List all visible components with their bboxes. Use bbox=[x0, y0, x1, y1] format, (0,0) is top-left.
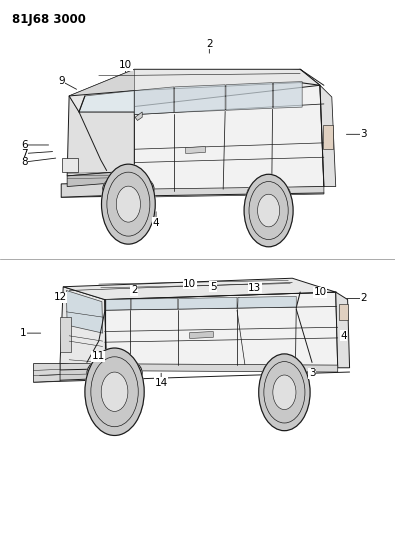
Bar bbox=[62, 158, 78, 172]
Polygon shape bbox=[238, 296, 296, 308]
Polygon shape bbox=[320, 85, 336, 187]
Text: 9: 9 bbox=[58, 76, 64, 86]
Text: 12: 12 bbox=[53, 293, 67, 302]
Polygon shape bbox=[79, 91, 134, 112]
Polygon shape bbox=[69, 69, 134, 112]
Polygon shape bbox=[106, 299, 130, 310]
Bar bbox=[323, 125, 333, 149]
Polygon shape bbox=[66, 290, 103, 333]
Text: 2: 2 bbox=[206, 39, 213, 49]
Text: 81J68 3000: 81J68 3000 bbox=[12, 13, 86, 26]
Polygon shape bbox=[34, 364, 60, 382]
Ellipse shape bbox=[103, 173, 154, 205]
Ellipse shape bbox=[87, 356, 142, 390]
Ellipse shape bbox=[244, 174, 293, 247]
Ellipse shape bbox=[85, 348, 144, 435]
Polygon shape bbox=[134, 69, 324, 192]
Ellipse shape bbox=[259, 354, 310, 431]
Polygon shape bbox=[226, 83, 273, 110]
Polygon shape bbox=[134, 87, 174, 115]
Ellipse shape bbox=[263, 359, 306, 390]
Polygon shape bbox=[67, 91, 134, 176]
Ellipse shape bbox=[101, 372, 128, 411]
Polygon shape bbox=[336, 292, 350, 368]
Text: 11: 11 bbox=[91, 351, 105, 361]
Polygon shape bbox=[131, 298, 178, 310]
Bar bbox=[60, 317, 71, 352]
Polygon shape bbox=[273, 82, 302, 108]
Polygon shape bbox=[60, 287, 107, 368]
Polygon shape bbox=[69, 91, 134, 112]
Polygon shape bbox=[135, 112, 142, 120]
Text: 13: 13 bbox=[248, 283, 261, 293]
Polygon shape bbox=[67, 171, 134, 187]
Polygon shape bbox=[60, 364, 338, 372]
Ellipse shape bbox=[102, 164, 155, 244]
Text: 3: 3 bbox=[360, 130, 367, 139]
Ellipse shape bbox=[273, 375, 296, 409]
Polygon shape bbox=[63, 278, 336, 300]
Text: 14: 14 bbox=[154, 378, 168, 387]
Ellipse shape bbox=[116, 186, 141, 222]
Text: 10: 10 bbox=[183, 279, 196, 288]
Ellipse shape bbox=[258, 194, 280, 227]
Ellipse shape bbox=[247, 180, 290, 209]
Text: 2: 2 bbox=[360, 294, 367, 303]
Text: 10: 10 bbox=[313, 287, 327, 297]
Text: 1: 1 bbox=[20, 328, 26, 338]
Text: 10: 10 bbox=[119, 60, 132, 70]
Text: 4: 4 bbox=[153, 218, 159, 228]
Polygon shape bbox=[186, 147, 205, 154]
Text: 8: 8 bbox=[21, 157, 28, 167]
Polygon shape bbox=[40, 369, 105, 381]
Polygon shape bbox=[190, 332, 213, 338]
Text: 4: 4 bbox=[340, 331, 347, 341]
Polygon shape bbox=[105, 292, 338, 368]
Text: 2: 2 bbox=[131, 286, 137, 295]
Polygon shape bbox=[175, 85, 225, 112]
Text: 7: 7 bbox=[21, 149, 28, 158]
Text: 3: 3 bbox=[309, 368, 315, 378]
Polygon shape bbox=[69, 69, 320, 111]
Polygon shape bbox=[179, 297, 237, 309]
Polygon shape bbox=[61, 182, 134, 197]
Text: 6: 6 bbox=[21, 140, 28, 150]
Bar bbox=[339, 304, 348, 320]
Polygon shape bbox=[134, 187, 324, 197]
Text: 5: 5 bbox=[210, 282, 216, 292]
